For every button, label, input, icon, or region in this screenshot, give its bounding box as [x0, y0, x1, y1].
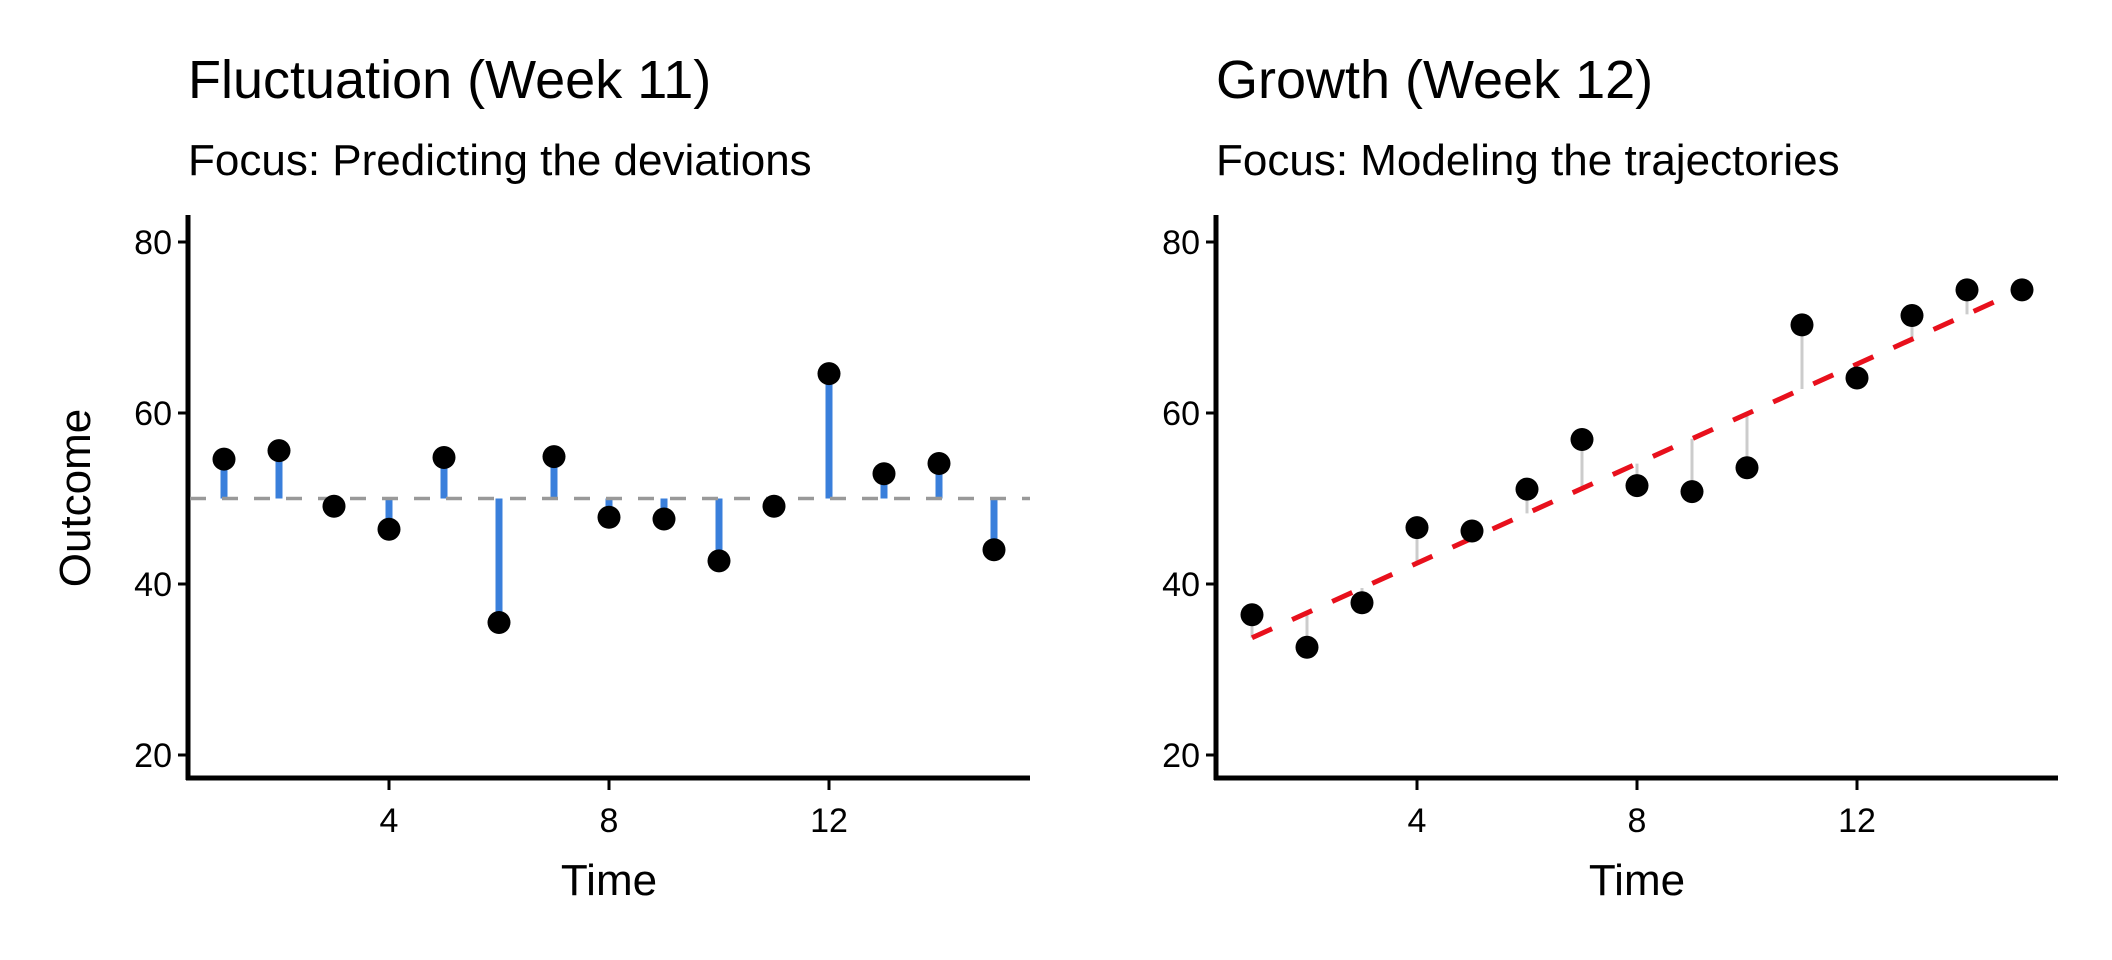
y-tick-label: 20 — [1162, 737, 1200, 775]
data-point — [1350, 591, 1374, 615]
data-point — [322, 494, 346, 518]
data-point — [1625, 474, 1649, 498]
data-point — [487, 610, 511, 634]
panel-fluctuation: Fluctuation (Week 11) Focus: Predicting … — [51, 50, 1030, 905]
data-point — [377, 517, 401, 541]
panel-subtitle: Focus: Modeling the trajectories — [1216, 136, 1840, 185]
data-point — [542, 445, 566, 469]
y-axis-title: Outcome — [51, 409, 100, 588]
data-point — [267, 439, 291, 463]
x-tick-label: 4 — [1408, 802, 1427, 840]
data-point — [872, 462, 896, 486]
panel-growth: Growth (Week 12) Focus: Modeling the tra… — [1162, 50, 2058, 905]
x-tick-label: 4 — [380, 802, 399, 840]
x-tick-label: 8 — [600, 802, 619, 840]
trend-line — [1250, 287, 2024, 641]
data-point — [652, 507, 676, 531]
x-tick-label: 12 — [810, 802, 848, 840]
panel-subtitle: Focus: Predicting the deviations — [188, 136, 812, 185]
data-point — [1460, 519, 1484, 543]
y-tick-label: 20 — [134, 737, 172, 775]
data-point — [1570, 428, 1594, 452]
data-point — [1735, 456, 1759, 480]
panel-title: Growth (Week 12) — [1216, 50, 1653, 110]
y-tick-label: 80 — [1162, 224, 1200, 262]
data-point — [2010, 278, 2034, 302]
data-point — [597, 505, 621, 529]
y-tick-label: 40 — [1162, 566, 1200, 604]
y-tick-label: 60 — [134, 395, 172, 433]
data-point — [1900, 304, 1924, 328]
data-point — [1295, 635, 1319, 659]
data-point — [432, 445, 456, 469]
data-point — [817, 362, 841, 386]
data-point — [212, 447, 236, 471]
data-point — [1680, 480, 1704, 504]
data-point — [1515, 477, 1539, 501]
x-tick-label: 12 — [1838, 802, 1876, 840]
y-tick-label: 80 — [134, 224, 172, 262]
panel-title: Fluctuation (Week 11) — [188, 50, 711, 110]
data-point — [1240, 603, 1264, 627]
x-axis-title: Time — [561, 856, 657, 905]
data-point — [1845, 366, 1869, 390]
y-tick-label: 60 — [1162, 395, 1200, 433]
data-point — [1955, 278, 1979, 302]
data-point — [1405, 516, 1429, 540]
x-tick-label: 8 — [1628, 802, 1647, 840]
data-point — [982, 538, 1006, 562]
data-point — [1790, 313, 1814, 337]
x-axis-title: Time — [1589, 856, 1685, 905]
y-tick-label: 40 — [134, 566, 172, 604]
data-point — [927, 451, 951, 475]
data-point — [707, 549, 731, 573]
data-point — [762, 494, 786, 518]
